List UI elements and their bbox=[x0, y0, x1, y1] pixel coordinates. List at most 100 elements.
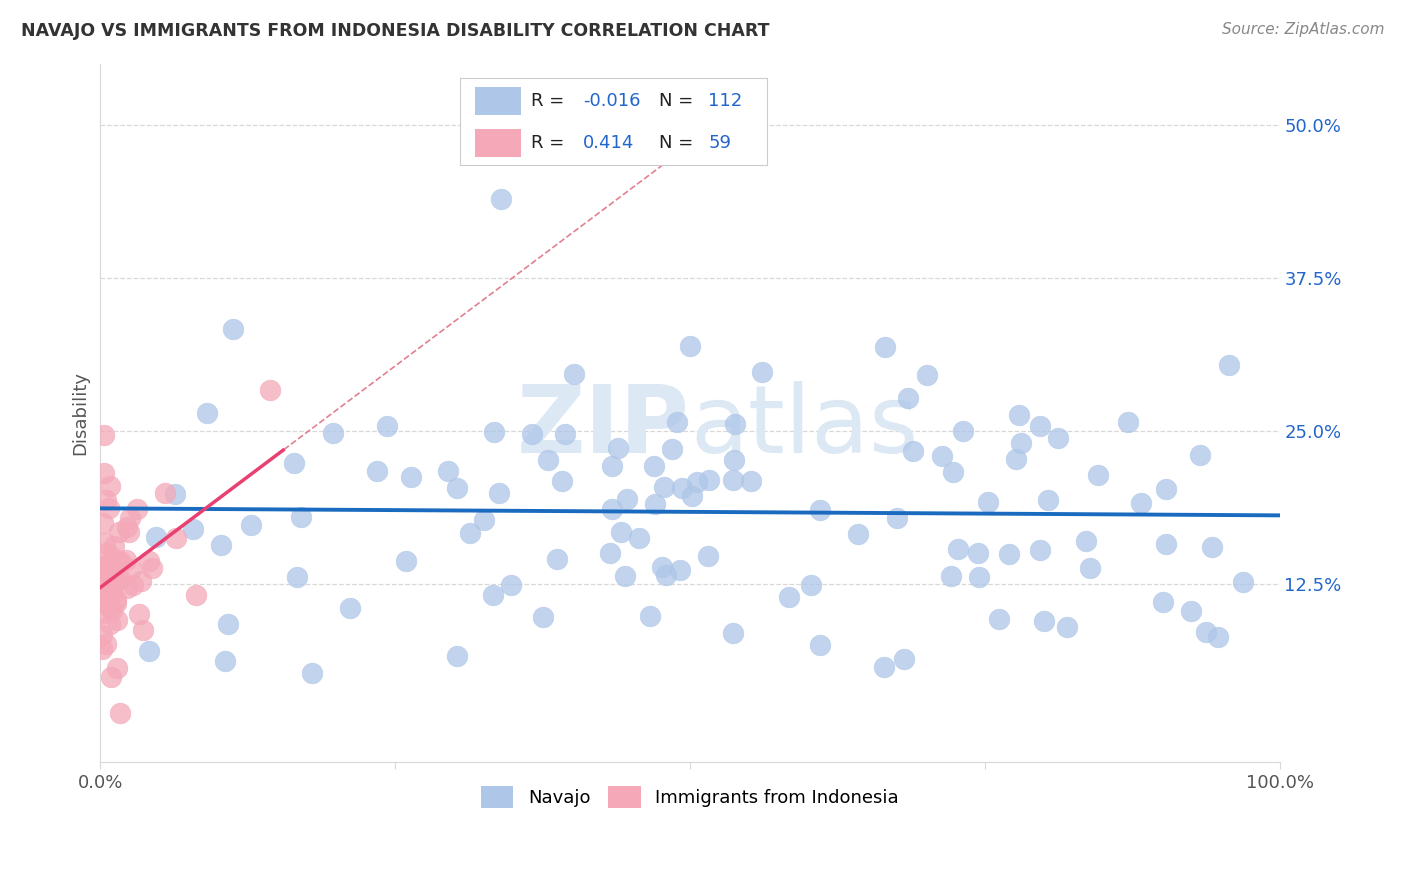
Point bbox=[472, 513, 495, 527]
Point bbox=[104, 593, 127, 607]
Point bbox=[875, 340, 897, 354]
Y-axis label: Disability: Disability bbox=[72, 371, 89, 455]
Point bbox=[90, 567, 112, 582]
Point bbox=[1156, 482, 1178, 496]
Point bbox=[184, 588, 207, 602]
Point bbox=[91, 595, 114, 609]
Point bbox=[1130, 496, 1153, 510]
Point bbox=[94, 535, 117, 549]
Point bbox=[283, 456, 305, 470]
Point bbox=[562, 367, 585, 381]
Point bbox=[977, 494, 1000, 508]
Point bbox=[669, 563, 692, 577]
Point bbox=[551, 474, 574, 488]
Point bbox=[643, 458, 665, 473]
Point bbox=[103, 566, 125, 581]
Point bbox=[1028, 543, 1050, 558]
Point bbox=[97, 584, 120, 599]
Point bbox=[94, 493, 117, 508]
Point bbox=[1033, 614, 1056, 628]
Point bbox=[446, 648, 468, 663]
Point bbox=[97, 558, 120, 572]
Point bbox=[366, 464, 388, 478]
Point bbox=[153, 486, 176, 500]
Point bbox=[939, 569, 962, 583]
Point bbox=[616, 491, 638, 506]
Point bbox=[165, 532, 187, 546]
Point bbox=[1036, 492, 1059, 507]
Point bbox=[93, 428, 115, 442]
Point bbox=[1004, 452, 1026, 467]
Point bbox=[129, 574, 152, 588]
Point bbox=[98, 616, 121, 631]
Point bbox=[90, 570, 112, 584]
Point bbox=[437, 464, 460, 478]
Point bbox=[322, 425, 344, 440]
Point bbox=[128, 607, 150, 621]
Point bbox=[138, 644, 160, 658]
Point bbox=[644, 497, 666, 511]
Point bbox=[399, 470, 422, 484]
Point bbox=[259, 383, 281, 397]
Point bbox=[93, 589, 115, 603]
Point bbox=[1188, 448, 1211, 462]
Point bbox=[98, 590, 121, 604]
Point bbox=[114, 553, 136, 567]
Point bbox=[609, 525, 631, 540]
Point bbox=[214, 654, 236, 668]
Point bbox=[195, 406, 218, 420]
Point bbox=[966, 546, 988, 560]
Point bbox=[522, 427, 544, 442]
Point bbox=[1029, 419, 1052, 434]
Point bbox=[751, 365, 773, 379]
Point bbox=[1010, 436, 1032, 450]
Point bbox=[103, 557, 125, 571]
Legend: Navajo, Immigrants from Indonesia: Navajo, Immigrants from Indonesia bbox=[474, 779, 907, 815]
Point bbox=[98, 479, 121, 493]
Point bbox=[917, 368, 939, 383]
Point bbox=[138, 554, 160, 568]
Point bbox=[122, 578, 145, 592]
Point bbox=[118, 525, 141, 540]
Point bbox=[94, 637, 117, 651]
Point bbox=[217, 616, 239, 631]
Text: atlas: atlas bbox=[690, 381, 918, 473]
Point bbox=[446, 481, 468, 495]
Point bbox=[132, 623, 155, 637]
Point bbox=[967, 570, 990, 584]
Point bbox=[723, 626, 745, 640]
Point bbox=[108, 525, 131, 540]
Point bbox=[614, 569, 637, 583]
Point bbox=[101, 602, 124, 616]
Point bbox=[536, 452, 558, 467]
Point bbox=[931, 450, 953, 464]
Point bbox=[952, 424, 974, 438]
Point bbox=[100, 669, 122, 683]
Point bbox=[721, 474, 744, 488]
Point bbox=[681, 489, 703, 503]
Point bbox=[652, 480, 675, 494]
Point bbox=[90, 642, 112, 657]
Point bbox=[808, 638, 831, 652]
Point bbox=[105, 661, 128, 675]
Point bbox=[90, 628, 112, 642]
Point bbox=[301, 665, 323, 680]
Point bbox=[1008, 408, 1031, 422]
Point bbox=[285, 569, 308, 583]
Point bbox=[665, 415, 688, 429]
Point bbox=[93, 466, 115, 480]
Point bbox=[394, 554, 416, 568]
Point bbox=[946, 542, 969, 557]
Point bbox=[488, 486, 510, 500]
Point bbox=[101, 582, 124, 597]
Point bbox=[1152, 595, 1174, 609]
Point bbox=[105, 613, 128, 627]
Point bbox=[679, 338, 702, 352]
Point bbox=[115, 581, 138, 595]
Point bbox=[599, 546, 621, 560]
Point bbox=[1232, 574, 1254, 589]
Point bbox=[600, 458, 623, 473]
Point bbox=[846, 527, 869, 541]
Point bbox=[375, 418, 398, 433]
Point bbox=[482, 588, 505, 602]
